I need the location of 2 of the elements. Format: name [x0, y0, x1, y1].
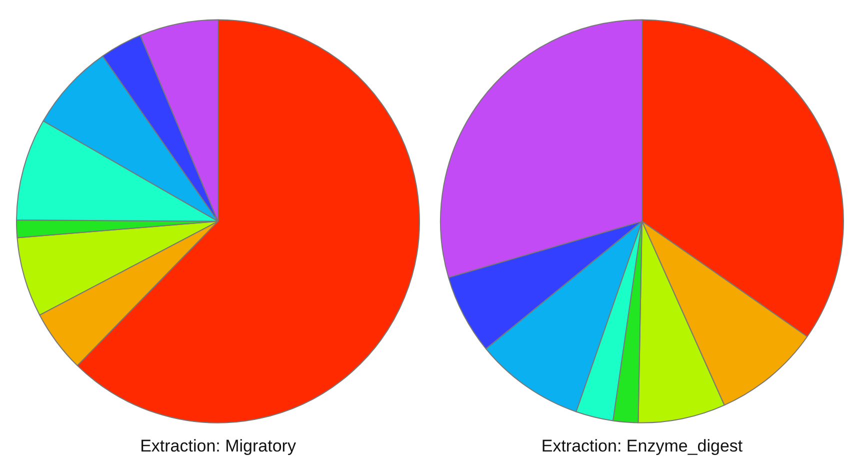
text: Extraction: Enzyme_digest: [541, 436, 743, 456]
text: Extraction: Migratory: [140, 436, 296, 456]
